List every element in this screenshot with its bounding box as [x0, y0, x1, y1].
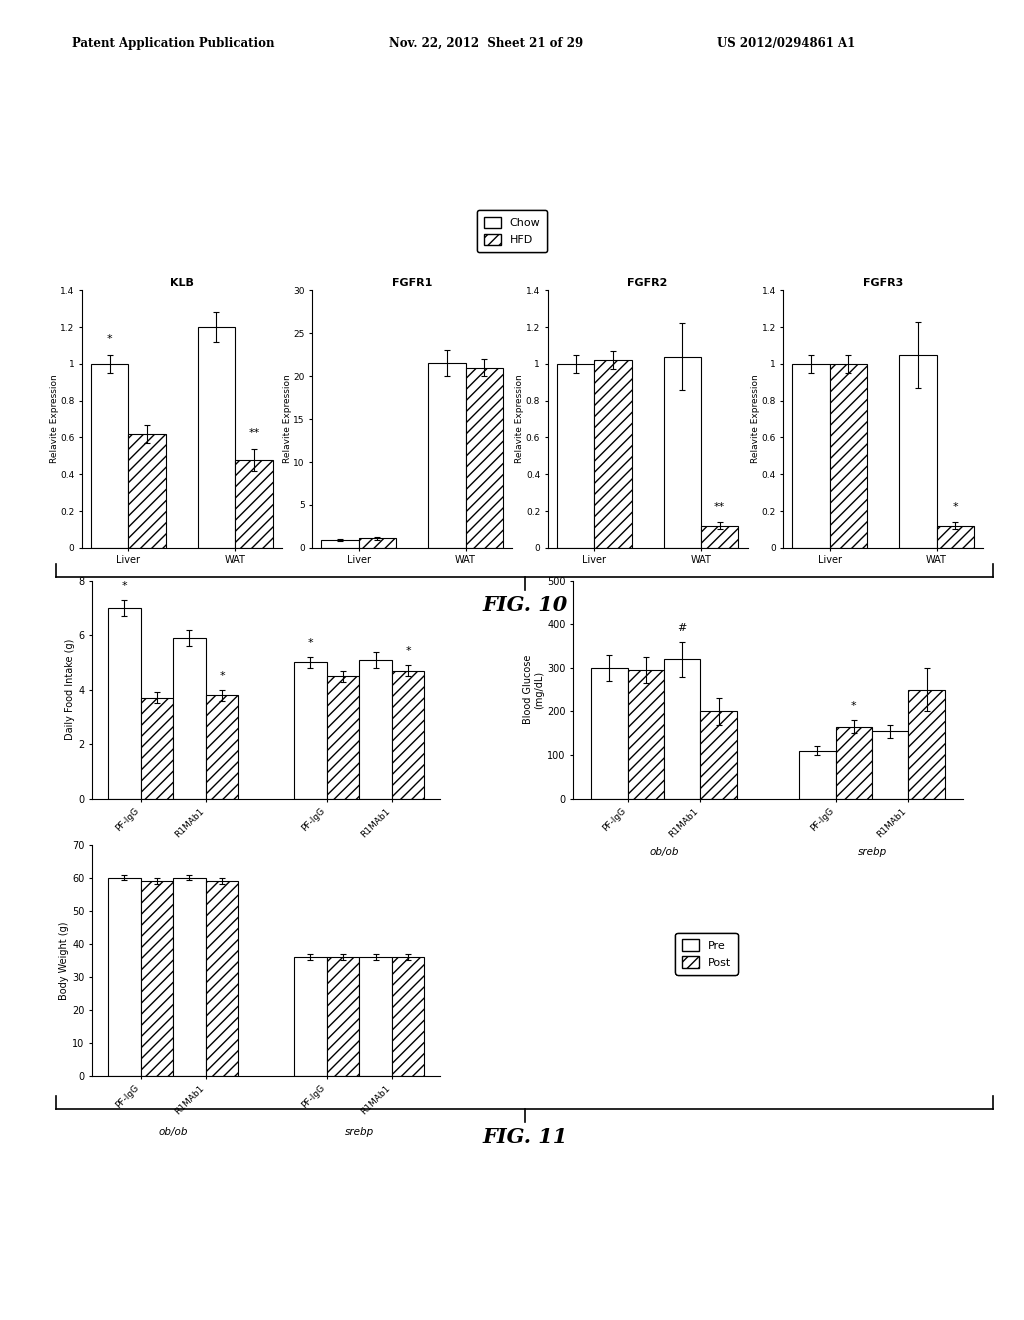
Title: FGFR3: FGFR3: [863, 279, 903, 288]
Bar: [140, 882, 173, 1076]
Text: FIG. 10: FIG. 10: [482, 595, 567, 615]
Text: #: #: [678, 623, 687, 634]
Bar: [594, 360, 632, 548]
Bar: [91, 364, 128, 548]
Bar: [198, 327, 236, 548]
Text: *: *: [122, 581, 127, 591]
Bar: [628, 671, 664, 799]
Y-axis label: Body Weight (g): Body Weight (g): [59, 921, 70, 999]
Text: **: **: [714, 502, 725, 512]
Bar: [701, 525, 738, 548]
Bar: [466, 367, 503, 548]
Bar: [392, 671, 425, 799]
Bar: [428, 363, 466, 548]
Text: *: *: [219, 671, 225, 681]
Bar: [937, 525, 974, 548]
Bar: [872, 731, 908, 799]
Y-axis label: Relavite Expression: Relavite Expression: [49, 375, 58, 463]
Bar: [327, 676, 359, 799]
Bar: [899, 355, 937, 548]
Title: FGFR1: FGFR1: [392, 279, 432, 288]
Bar: [327, 957, 359, 1076]
Title: KLB: KLB: [170, 279, 194, 288]
Bar: [793, 364, 829, 548]
Y-axis label: Blood Glucose
(mg/dL): Blood Glucose (mg/dL): [523, 655, 545, 725]
Bar: [664, 659, 700, 799]
Bar: [700, 711, 737, 799]
Bar: [829, 364, 867, 548]
Bar: [140, 698, 173, 799]
Legend: Chow, HFD: Chow, HFD: [477, 210, 547, 252]
Bar: [664, 356, 701, 548]
Bar: [206, 882, 239, 1076]
Text: US 2012/0294861 A1: US 2012/0294861 A1: [717, 37, 855, 50]
Bar: [294, 663, 327, 799]
Bar: [128, 434, 166, 548]
Bar: [908, 689, 945, 799]
Bar: [836, 727, 872, 799]
Bar: [359, 957, 392, 1076]
Text: *: *: [952, 502, 958, 512]
Bar: [108, 878, 140, 1076]
Text: **: **: [248, 428, 259, 438]
Bar: [173, 638, 206, 799]
Bar: [108, 609, 140, 799]
Text: ob/ob: ob/ob: [159, 1127, 187, 1137]
Text: *: *: [406, 647, 411, 656]
Text: srebp: srebp: [345, 1127, 374, 1137]
Bar: [591, 668, 628, 799]
Text: Nov. 22, 2012  Sheet 21 of 29: Nov. 22, 2012 Sheet 21 of 29: [389, 37, 584, 50]
Y-axis label: Relavite Expression: Relavite Expression: [283, 375, 292, 463]
Y-axis label: Daily Food Intake (g): Daily Food Intake (g): [66, 639, 76, 741]
Bar: [236, 459, 272, 548]
Bar: [359, 660, 392, 799]
Text: *: *: [851, 701, 857, 711]
Bar: [322, 540, 358, 548]
Bar: [206, 696, 239, 799]
Bar: [358, 539, 396, 548]
Bar: [557, 364, 594, 548]
Bar: [173, 878, 206, 1076]
Text: FIG. 11: FIG. 11: [482, 1127, 567, 1147]
Text: ob/ob: ob/ob: [649, 846, 679, 857]
Text: *: *: [307, 639, 313, 648]
Title: FGFR2: FGFR2: [628, 279, 668, 288]
Legend: Pre, Post: Pre, Post: [676, 933, 737, 974]
Text: ob/ob: ob/ob: [159, 846, 187, 857]
Bar: [294, 957, 327, 1076]
Y-axis label: Relavite Expression: Relavite Expression: [515, 375, 524, 463]
Text: *: *: [106, 334, 113, 345]
Bar: [392, 957, 425, 1076]
Text: Patent Application Publication: Patent Application Publication: [72, 37, 274, 50]
Y-axis label: Relavite Expression: Relavite Expression: [751, 375, 760, 463]
Text: srebp: srebp: [345, 846, 374, 857]
Bar: [799, 751, 836, 799]
Text: srebp: srebp: [857, 846, 887, 857]
